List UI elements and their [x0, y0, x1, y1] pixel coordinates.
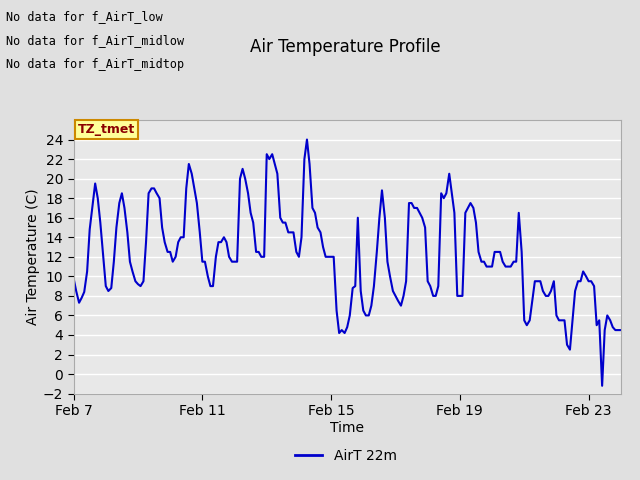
- X-axis label: Time: Time: [330, 421, 364, 435]
- Text: Air Temperature Profile: Air Temperature Profile: [250, 38, 441, 56]
- Text: No data for f_AirT_midlow: No data for f_AirT_midlow: [6, 34, 184, 47]
- Legend: AirT 22m: AirT 22m: [289, 443, 402, 468]
- Text: No data for f_AirT_low: No data for f_AirT_low: [6, 10, 163, 23]
- Text: TZ_tmet: TZ_tmet: [78, 123, 135, 136]
- Text: No data for f_AirT_midtop: No data for f_AirT_midtop: [6, 58, 184, 71]
- Y-axis label: Air Temperature (C): Air Temperature (C): [26, 189, 40, 325]
